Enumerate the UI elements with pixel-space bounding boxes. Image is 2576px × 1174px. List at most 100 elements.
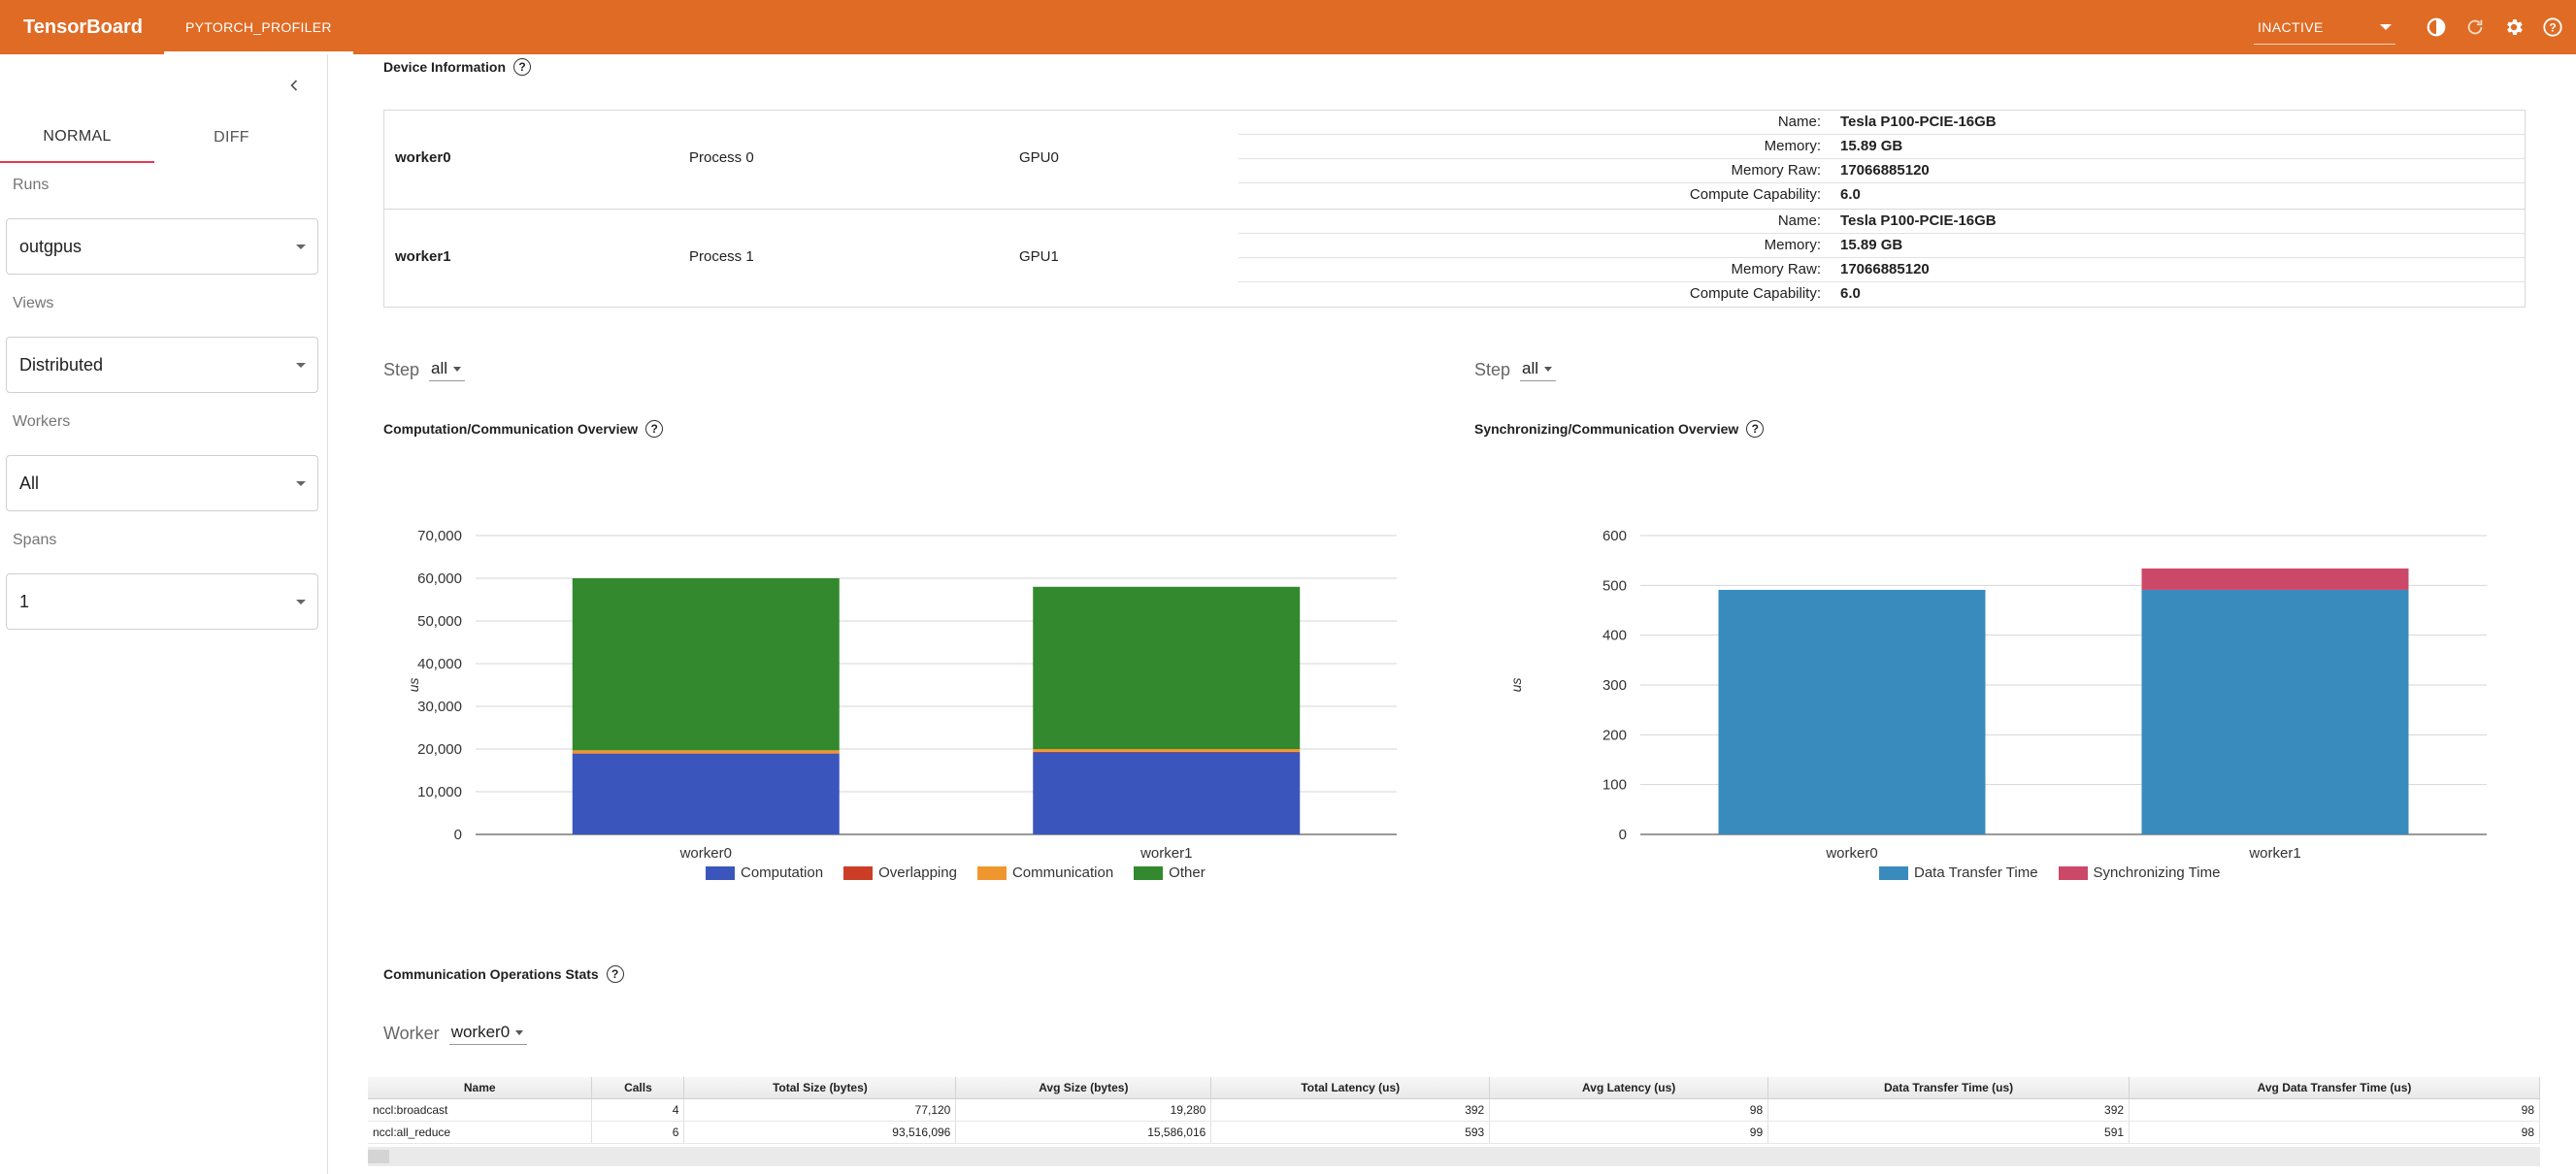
column-header[interactable]: Avg Size (bytes) [955,1077,1212,1099]
x-tick-label: worker0 [679,845,732,862]
scrollbar-thumb[interactable] [368,1150,389,1163]
table-cell: 4 [591,1098,685,1122]
collapse-sidebar-button[interactable] [282,74,306,97]
table-row[interactable]: nccl:all_reduce 6 93,516,096 15,586,016 … [368,1121,2540,1144]
bar-segment[interactable] [572,753,840,754]
bar-segment[interactable] [2141,568,2409,590]
comp-comm-chart-svg: 0 10,000 20,000 30,000 40,000 50,000 60,000 70,… [406,528,1397,862]
table-cell: nccl:broadcast [368,1098,593,1122]
plugin-select-value: INACTIVE [2258,18,2324,35]
table-cell: 77,120 [683,1098,957,1122]
theme-toggle-icon[interactable] [2417,8,2456,47]
chevron-down-icon [515,1029,524,1035]
chevron-down-icon [2380,23,2392,30]
bar-segment[interactable] [1033,749,1301,752]
tab-diff[interactable]: DIFF [214,129,249,146]
worker-selector: Worker worker0 [383,1023,528,1045]
spans-select[interactable]: 1 [6,573,318,630]
bar-segment[interactable] [572,750,840,754]
table-horizontal-scrollbar[interactable] [368,1147,2540,1166]
legend-swatch [2058,865,2088,880]
bar-segment[interactable] [1718,589,1986,834]
refresh-icon[interactable] [2456,8,2494,47]
legend-item[interactable]: Data Transfer Time [1879,864,2038,881]
sync-comm-header: Synchronizing/Communication Overview ? [1474,420,1765,438]
y-tick-label: 20,000 [417,741,462,758]
tab-pytorch-profiler[interactable]: PYTORCH_PROFILER [164,0,353,54]
bar-segment[interactable] [572,578,840,751]
app-title: TensorBoard [23,16,143,38]
table-row[interactable]: nccl:broadcast 4 77,120 19,280 392 98 39… [368,1098,2540,1122]
legend-item[interactable]: Communication [976,864,1114,881]
table-cell: 15,586,016 [955,1121,1212,1144]
y-axis-label: us [406,678,421,693]
column-header[interactable]: Avg Data Transfer Time (us) [2129,1077,2540,1099]
table-cell: 99 [1489,1121,1769,1144]
device-info-table: worker0 Process 0 GPU0 Name: Tesla P100-P… [383,110,2526,308]
help-icon[interactable]: ? [645,420,664,438]
device-info-header: Device Information ? [383,58,532,76]
legend-item[interactable]: Other [1134,864,1205,881]
step-select[interactable]: all [429,359,466,381]
comp-comm-chart: 0 10,000 20,000 30,000 40,000 50,000 60,000 70,… [383,462,1403,869]
device-prop-compute: Compute Capability: 6.0 [1689,285,1861,302]
bar-segment[interactable] [1033,751,1301,753]
tab-normal[interactable]: NORMAL [0,113,154,163]
device-process: Process 0 [689,149,754,166]
bar-segment[interactable] [1033,752,1301,834]
workers-label: Workers [13,413,71,430]
y-tick-label: 40,000 [417,656,462,672]
comm-stats-title: Communication Operations Stats [383,966,599,982]
chevron-down-icon [296,245,306,249]
y-tick-label: 30,000 [417,699,462,715]
chevron-down-icon [296,481,306,486]
device-prop-memory: Memory: 15.89 GB [1238,234,2525,258]
device-row: worker1 Process 1 GPU1 Name: Tesla P100-P… [384,209,2525,307]
table-cell: 19,280 [955,1098,1212,1122]
legend-item[interactable]: Overlapping [843,864,957,881]
bar-segment[interactable] [2141,589,2409,834]
bar-segment[interactable] [1033,586,1301,749]
column-header[interactable]: Avg Latency (us) [1489,1077,1769,1099]
y-axis-label: us [1508,678,1524,693]
legend-label: Synchronizing Time [2093,864,2221,881]
column-header[interactable]: Total Latency (us) [1210,1077,1491,1099]
device-row: worker0 Process 0 GPU0 Name: Tesla P100-P… [384,111,2525,209]
step-select[interactable]: all [1520,359,1557,381]
column-header[interactable]: Calls [591,1077,685,1099]
legend-item[interactable]: Synchronizing Time [2058,864,2221,881]
plugin-select[interactable]: INACTIVE [2254,10,2395,45]
settings-gear-icon[interactable] [2494,8,2533,47]
column-header[interactable]: Data Transfer Time (us) [1767,1077,2130,1099]
chevron-down-icon [296,363,306,368]
workers-select[interactable]: All [6,455,318,511]
step-label: Step [383,360,420,379]
device-prop-memory: Memory: 15.89 GB [1238,135,2525,159]
views-select[interactable]: Distributed [6,337,318,393]
runs-label: Runs [13,177,50,193]
column-header[interactable]: Name [368,1077,593,1099]
legend-label: Data Transfer Time [1914,864,2038,881]
chevron-left-icon [290,80,298,91]
help-icon[interactable]: ? [2533,8,2572,47]
help-icon[interactable]: ? [606,965,624,983]
worker-select[interactable]: worker0 [448,1023,528,1045]
x-tick-label: worker1 [1139,845,1192,862]
column-header[interactable]: Total Size (bytes) [683,1077,957,1099]
y-tick-label: 200 [1602,727,1627,743]
help-icon[interactable]: ? [1746,420,1765,438]
step-label: Step [1474,360,1511,379]
main-content: Device Information ? worker0 Process 0 G… [329,54,2576,1174]
legend-swatch [843,865,874,880]
y-tick-label: 500 [1602,577,1627,594]
comm-stats-header: Communication Operations Stats ? [383,965,624,983]
table-cell: 6 [591,1121,685,1144]
legend-label: Communication [1011,864,1114,881]
x-tick-label: worker0 [1825,845,1877,862]
table-cell: 98 [1489,1098,1769,1122]
bar-segment[interactable] [572,753,840,834]
help-icon[interactable]: ? [513,58,532,76]
runs-select[interactable]: outgpus [6,218,318,275]
sync-comm-chart: 0 100 200 300 400 500 600 us worker0 worker1 [1474,462,2542,869]
legend-item[interactable]: Computation [706,864,823,881]
